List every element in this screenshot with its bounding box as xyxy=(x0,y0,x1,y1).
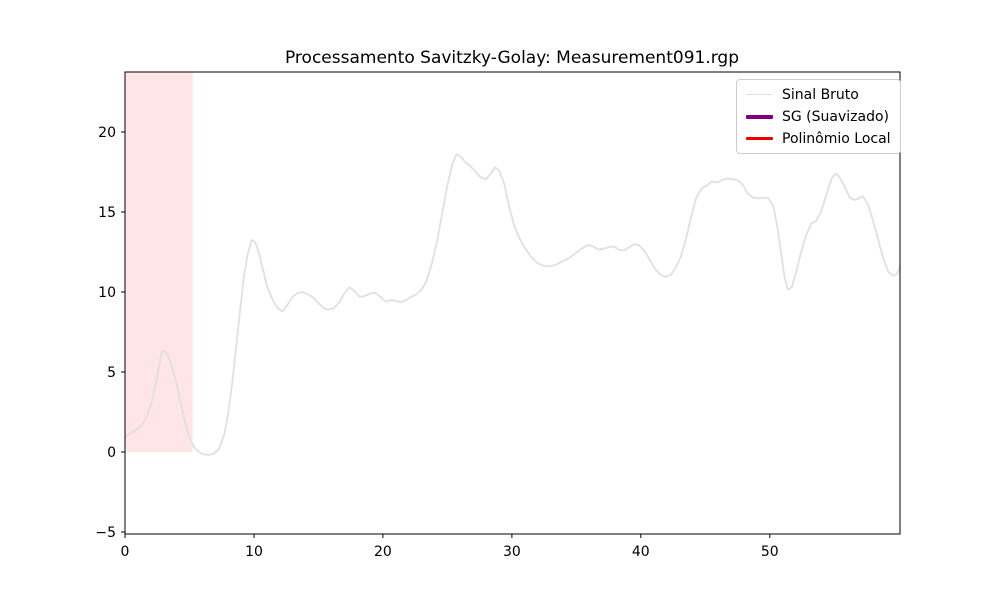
legend-item: SG (Suavizado) xyxy=(746,108,891,125)
legend-line-swatch xyxy=(746,114,773,119)
legend-label: Sinal Bruto xyxy=(782,86,859,103)
x-tick-label: 0 xyxy=(121,544,130,560)
legend-label: SG (Suavizado) xyxy=(782,108,890,125)
y-tick-label: −5 xyxy=(95,525,116,541)
series-line-0 xyxy=(124,153,901,456)
sg-window-span xyxy=(125,72,193,452)
y-tick-label: 0 xyxy=(107,445,116,461)
x-tick-label: 10 xyxy=(245,544,263,560)
x-tick-label: 30 xyxy=(503,544,521,560)
x-axis-ticks: 0 10 20 30 40 50 xyxy=(121,534,779,560)
legend-line-swatch xyxy=(746,93,773,96)
x-tick-label: 40 xyxy=(632,544,650,560)
y-tick-label: 10 xyxy=(98,285,116,301)
x-tick-label: 50 xyxy=(761,544,779,560)
y-tick-label: 5 xyxy=(107,365,116,381)
legend-item: Polinômio Local xyxy=(746,130,891,147)
y-axis-ticks: −5 0 5 10 15 20 xyxy=(95,125,125,541)
axes-frame xyxy=(124,71,901,535)
legend: Sinal Bruto SG (Suavizado) Polinômio Local xyxy=(736,79,901,154)
legend-item: Sinal Bruto xyxy=(746,86,891,103)
highlight-spans xyxy=(125,72,193,452)
chart-title: Processamento Savitzky-Golay: Measuremen… xyxy=(285,48,739,68)
legend-label: Polinômio Local xyxy=(782,130,891,147)
series-lines xyxy=(124,153,901,456)
legend-line-swatch xyxy=(746,137,773,140)
y-tick-label: 15 xyxy=(98,205,116,221)
x-tick-label: 20 xyxy=(374,544,392,560)
y-tick-label: 20 xyxy=(98,125,116,141)
